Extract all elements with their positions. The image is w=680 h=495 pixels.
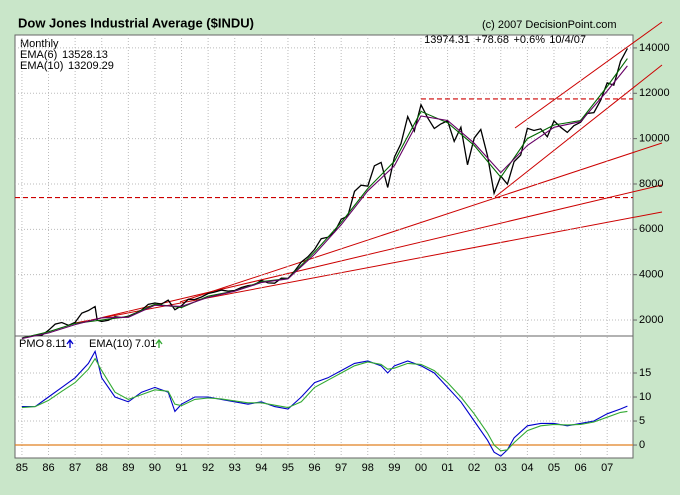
x-tick-label: 94 (255, 462, 267, 474)
y-tick-label: 4000 (639, 269, 663, 281)
y-tick-label: 10000 (639, 133, 670, 145)
y-tick-label: 15 (639, 367, 651, 379)
legend-arrow (66, 338, 74, 348)
x-tick-label: 97 (335, 462, 347, 474)
x-tick-label: 95 (282, 462, 294, 474)
x-tick-label: 93 (229, 462, 241, 474)
x-tick-label: 87 (69, 462, 81, 474)
x-tick-label: 98 (362, 462, 374, 474)
source: (c) 2007 DecisionPoint.com (482, 19, 617, 31)
x-tick-label: 90 (149, 462, 161, 474)
y-tick-label: 6000 (639, 223, 663, 235)
trend-lines (74, 21, 663, 324)
plot-frame (14, 34, 634, 459)
legend-label: EMA(6) (20, 49, 57, 61)
x-tick-label: 03 (495, 462, 507, 474)
series-line (21, 349, 628, 457)
x-tick-label: 04 (521, 462, 533, 474)
y-tick-label: 12000 (639, 87, 670, 99)
x-tick-label: 99 (388, 462, 400, 474)
legend-value: 13528.13 (62, 49, 108, 61)
legend-arrow (155, 338, 163, 348)
x-tick-label: 91 (175, 462, 187, 474)
series-line (21, 65, 628, 340)
y-tick-label: 2000 (639, 314, 663, 326)
quote-last: 13974.31 (424, 34, 470, 46)
legend-value: 8.11 (46, 338, 67, 350)
legend-label: EMA(10) (89, 338, 132, 350)
quote-date: 10/4/07 (549, 34, 586, 46)
y-tick-label: 8000 (639, 178, 663, 190)
quote-change: +78.68 (475, 34, 509, 46)
chart-title: Dow Jones Industrial Average ($INDU) (18, 15, 254, 30)
legend-value: 13209.29 (68, 60, 114, 72)
y-tick-label: 5 (639, 415, 645, 427)
x-tick-label: 02 (468, 462, 480, 474)
legend-label: PMO (19, 338, 45, 350)
x-tick-label: 96 (308, 462, 320, 474)
x-tick-label: 92 (202, 462, 214, 474)
y-tick-label: 14000 (639, 42, 670, 54)
x-tick-label: 07 (601, 462, 613, 474)
y-tick-label: 10 (639, 391, 651, 403)
x-tick-label: 85 (16, 462, 28, 474)
legend-value: 7.01 (135, 338, 156, 350)
x-tick-label: 89 (122, 462, 134, 474)
y-tick-label: 0 (639, 439, 645, 451)
x-tick-label: 88 (96, 462, 108, 474)
x-tick-label: 00 (415, 462, 427, 474)
x-tick-label: 01 (441, 462, 453, 474)
x-tick-label: 06 (574, 462, 586, 474)
x-tick-label: 05 (548, 462, 560, 474)
series-line (21, 357, 628, 452)
subtitle: Monthly (20, 38, 59, 50)
x-tick-label: 86 (42, 462, 54, 474)
quote-pct: +0.6% (514, 34, 546, 46)
legend-label: EMA(10) (20, 60, 63, 72)
